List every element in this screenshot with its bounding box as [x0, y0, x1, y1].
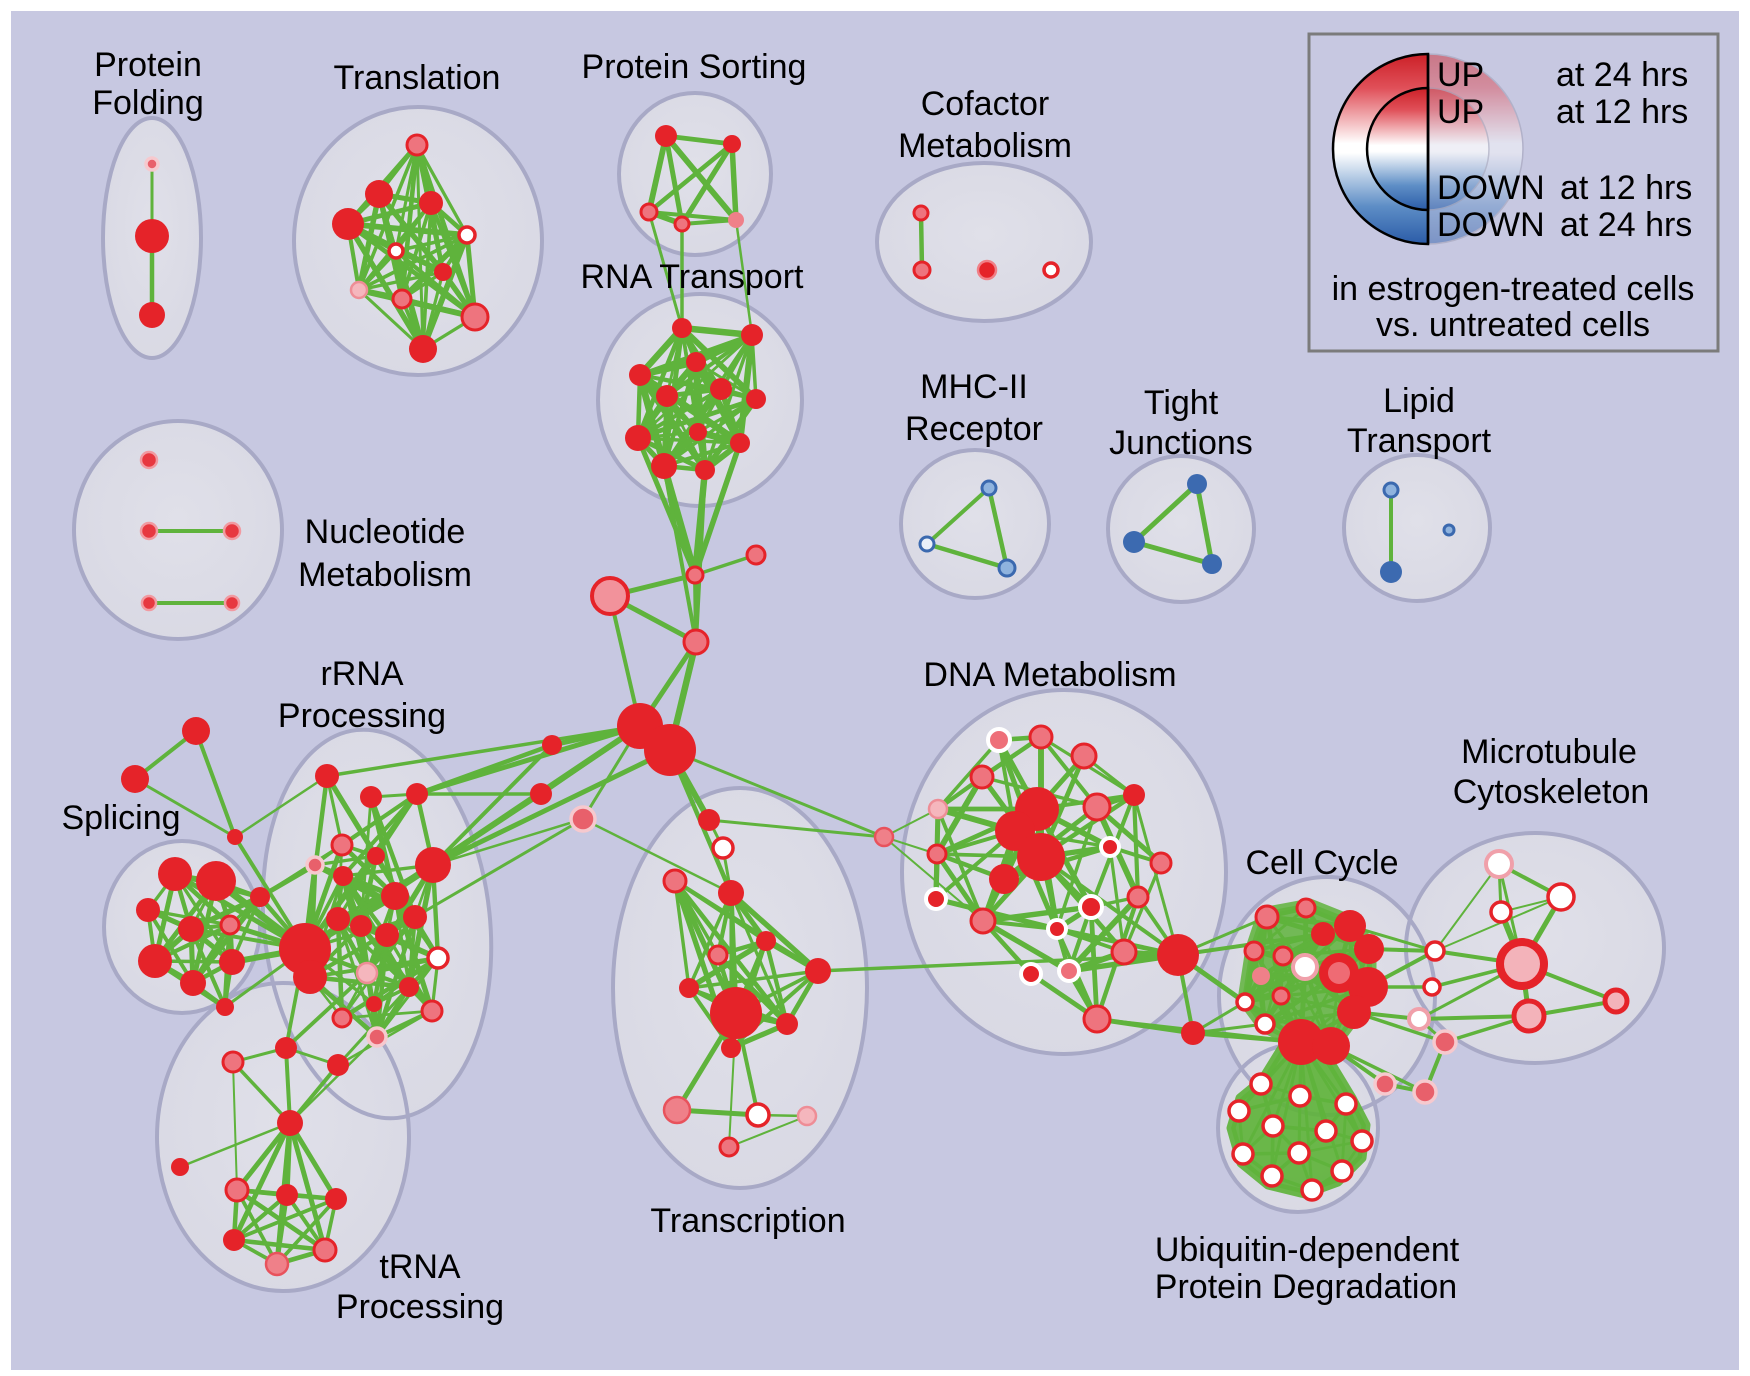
svg-text:Translation: Translation — [334, 59, 501, 97]
svg-text:UP: UP — [1437, 93, 1484, 131]
svg-text:in estrogen-treated cells: in estrogen-treated cells — [1332, 270, 1695, 308]
svg-text:Tight: Tight — [1144, 384, 1219, 422]
svg-text:RNA Transport: RNA Transport — [581, 258, 805, 296]
svg-text:Microtubule: Microtubule — [1461, 733, 1637, 771]
svg-text:UP: UP — [1437, 56, 1484, 94]
svg-text:tRNA: tRNA — [379, 1248, 461, 1286]
svg-text:Processing: Processing — [278, 697, 446, 735]
svg-text:at 24 hrs: at 24 hrs — [1560, 206, 1692, 244]
svg-text:Protein Degradation: Protein Degradation — [1155, 1268, 1457, 1306]
svg-text:Cofactor: Cofactor — [921, 85, 1050, 123]
svg-text:at 12 hrs: at 12 hrs — [1560, 169, 1692, 207]
svg-text:at 12 hrs: at 12 hrs — [1556, 93, 1688, 131]
svg-text:Transport: Transport — [1347, 422, 1492, 460]
svg-text:Protein Sorting: Protein Sorting — [582, 48, 807, 86]
svg-text:Cytoskeleton: Cytoskeleton — [1453, 773, 1650, 811]
svg-text:DOWN: DOWN — [1437, 206, 1545, 244]
svg-text:at 24 hrs: at 24 hrs — [1556, 56, 1688, 94]
svg-text:Metabolism: Metabolism — [898, 127, 1072, 165]
svg-text:Metabolism: Metabolism — [298, 556, 472, 594]
svg-text:Lipid: Lipid — [1383, 382, 1455, 420]
svg-text:Transcription: Transcription — [650, 1202, 845, 1240]
svg-text:DNA Metabolism: DNA Metabolism — [923, 656, 1176, 694]
svg-text:Protein: Protein — [94, 46, 202, 84]
svg-text:vs. untreated cells: vs. untreated cells — [1376, 306, 1650, 344]
svg-text:Folding: Folding — [92, 84, 204, 122]
svg-text:Nucleotide: Nucleotide — [305, 513, 466, 551]
svg-text:DOWN: DOWN — [1437, 169, 1545, 207]
svg-text:Ubiquitin-dependent: Ubiquitin-dependent — [1155, 1231, 1460, 1269]
svg-text:Splicing: Splicing — [61, 799, 180, 837]
svg-text:Processing: Processing — [336, 1288, 504, 1326]
svg-text:rRNA: rRNA — [320, 655, 403, 693]
svg-text:Junctions: Junctions — [1109, 424, 1253, 462]
svg-text:MHC-II: MHC-II — [920, 368, 1028, 406]
svg-text:Cell Cycle: Cell Cycle — [1245, 844, 1398, 882]
svg-text:Receptor: Receptor — [905, 410, 1043, 448]
